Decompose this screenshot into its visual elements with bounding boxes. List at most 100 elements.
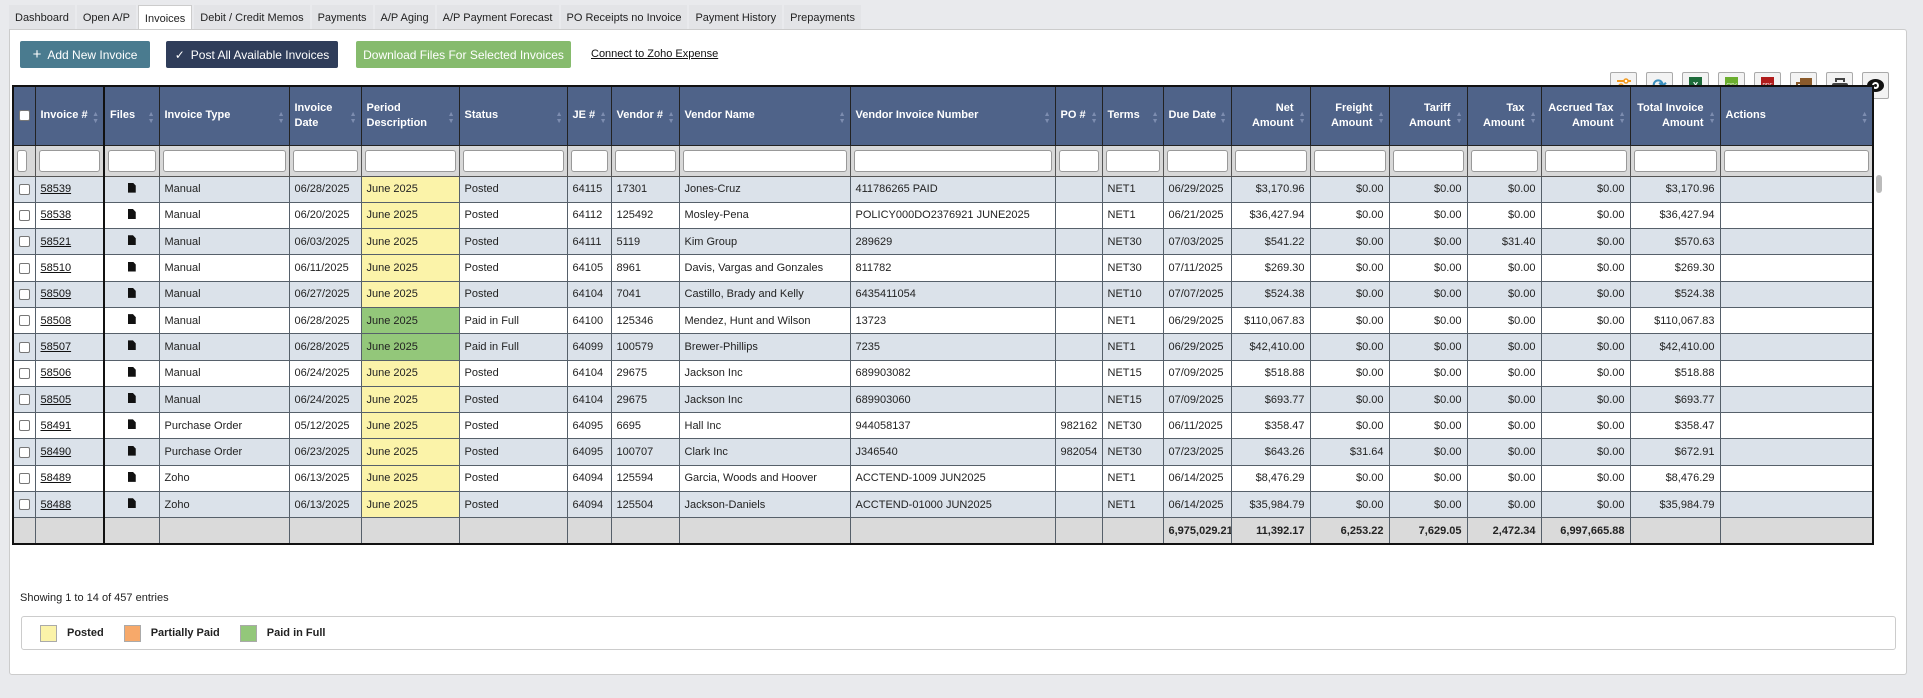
filter-input[interactable] (1166, 149, 1228, 172)
sort-icon[interactable]: ▲ ▼ (1861, 111, 1868, 125)
tab-dashboard[interactable]: Dashboard (9, 5, 75, 29)
row-checkbox[interactable] (19, 262, 30, 274)
row-checkbox[interactable] (19, 288, 30, 300)
sort-icon[interactable]: ▲ ▼ (1043, 111, 1051, 125)
invoice-link[interactable]: 58510 (40, 262, 72, 275)
sort-icon[interactable]: ▲ ▼ (1090, 111, 1098, 125)
invoice-link[interactable]: 58509 (40, 288, 72, 301)
filter-input[interactable] (1723, 149, 1869, 172)
filter-input[interactable] (364, 149, 456, 172)
column-header-tariff-amount[interactable]: Tariff Amount ▲ ▼ (1388, 85, 1468, 146)
invoice-link[interactable]: 58521 (40, 235, 72, 248)
invoice-link[interactable]: 58538 (40, 209, 72, 222)
column-header-vendor-[interactable]: Vendor # ▲ ▼ (610, 85, 680, 146)
file-icon[interactable] (127, 393, 136, 404)
invoice-link[interactable]: 58505 (40, 393, 72, 406)
post-all-invoices-button[interactable]: ✓ Post All Available Invoices (166, 41, 338, 68)
file-icon[interactable] (127, 471, 136, 482)
column-header-vendor-name[interactable]: Vendor Name ▲ ▼ (678, 85, 851, 146)
actions-cell[interactable] (1719, 333, 1874, 361)
column-header-invoice-[interactable]: Invoice # ▲ ▼ (34, 85, 105, 146)
file-icon[interactable] (127, 366, 136, 377)
column-header-accrued-tax-amount[interactable]: Accrued Tax Amount ▲ ▼ (1540, 85, 1631, 146)
filter-input[interactable] (1058, 149, 1099, 172)
filter-input[interactable] (1234, 149, 1307, 172)
sort-icon[interactable]: ▲ ▼ (1529, 111, 1537, 125)
column-header-net-amount[interactable]: Net Amount ▲ ▼ (1230, 85, 1311, 146)
sort-icon[interactable]: ▲ ▼ (667, 111, 675, 125)
filter-input[interactable] (1392, 149, 1464, 172)
file-icon[interactable] (127, 182, 136, 193)
table-row[interactable]: 58488 Zoho 06/13/2025 June 2025 Posted 64094 1… (12, 491, 1874, 519)
actions-cell[interactable] (1719, 464, 1874, 493)
actions-cell[interactable] (1719, 254, 1874, 282)
filter-input[interactable] (38, 149, 100, 172)
row-checkbox[interactable] (19, 367, 30, 379)
file-icon[interactable] (127, 261, 136, 272)
vertical-scrollbar[interactable] (1876, 175, 1882, 193)
actions-cell[interactable] (1719, 228, 1874, 256)
invoice-link[interactable]: 58508 (40, 314, 72, 327)
invoice-link[interactable]: 58490 (40, 446, 72, 459)
column-header-status[interactable]: Status ▲ ▼ (458, 85, 568, 146)
sort-icon[interactable]: ▲ ▼ (555, 111, 563, 125)
filter-input[interactable] (1470, 149, 1538, 172)
file-icon[interactable] (127, 445, 136, 456)
actions-cell[interactable] (1719, 306, 1874, 335)
table-row[interactable]: 58521 Manual 06/03/2025 June 2025 Posted 6411… (12, 228, 1874, 256)
tab-a-p-aging[interactable]: A/P Aging (374, 5, 435, 29)
sort-icon[interactable]: ▲ ▼ (1708, 111, 1716, 125)
table-row[interactable]: 58508 Manual 06/28/2025 June 2025 Paid in Fu… (12, 306, 1874, 335)
file-icon[interactable] (127, 287, 136, 298)
table-row[interactable]: 58491 Purchase Order 05/12/2025 June 2025 Po… (12, 412, 1874, 440)
download-files-button[interactable]: Download Files For Selected Invoices (356, 41, 571, 68)
filter-input[interactable] (1633, 149, 1717, 172)
actions-cell[interactable] (1719, 201, 1874, 230)
table-row[interactable]: 58509 Manual 06/27/2025 June 2025 Posted 6410… (12, 280, 1874, 308)
tab-payment-history[interactable]: Payment History (689, 5, 783, 29)
table-row[interactable]: 58507 Manual 06/28/2025 June 2025 Paid in Fu… (12, 333, 1874, 361)
table-row[interactable]: 58490 Purchase Order 06/23/2025 June 2025 Po… (12, 438, 1874, 466)
column-header-tax-amount[interactable]: Tax Amount ▲ ▼ (1466, 85, 1542, 146)
actions-cell[interactable] (1719, 438, 1874, 466)
tab-a-p-payment-forecast[interactable]: A/P Payment Forecast (436, 5, 559, 29)
invoice-link[interactable]: 58507 (40, 340, 72, 353)
tab-debit-credit-memos[interactable]: Debit / Credit Memos (194, 5, 310, 29)
sort-icon[interactable]: ▲ ▼ (1455, 111, 1463, 125)
sort-icon[interactable]: ▲ ▼ (838, 111, 846, 125)
table-row[interactable]: 58506 Manual 06/24/2025 June 2025 Posted 6410… (12, 359, 1874, 387)
filter-input[interactable] (614, 149, 676, 172)
tab-invoices[interactable]: Invoices (137, 5, 193, 30)
row-checkbox[interactable] (19, 315, 30, 327)
column-header-je-[interactable]: JE # ▲ ▼ (566, 85, 612, 146)
column-header-due-date[interactable]: Due Date ▲ ▼ (1162, 85, 1232, 146)
table-row[interactable]: 58538 Manual 06/20/2025 June 2025 Posted 6411… (12, 201, 1874, 230)
tab-po-receipts-no-invoice[interactable]: PO Receipts no Invoice (560, 5, 688, 29)
invoice-link[interactable]: 58539 (40, 183, 72, 196)
sort-icon[interactable]: ▲ ▼ (1219, 111, 1227, 125)
table-row[interactable]: 58539 Manual 06/28/2025 June 2025 Posted 6411… (12, 175, 1874, 203)
filter-input[interactable] (108, 149, 156, 172)
actions-cell[interactable] (1719, 175, 1874, 203)
actions-cell[interactable] (1719, 359, 1874, 387)
sort-icon[interactable]: ▲ ▼ (349, 111, 357, 125)
row-checkbox[interactable] (19, 499, 30, 511)
actions-cell[interactable] (1719, 412, 1874, 440)
filter-input[interactable] (462, 149, 564, 172)
column-header-actions[interactable]: Actions ▲ ▼ (1719, 85, 1874, 146)
sort-icon[interactable]: ▲ ▼ (1618, 111, 1626, 125)
actions-cell[interactable] (1719, 385, 1874, 414)
file-icon[interactable] (127, 235, 136, 246)
sort-icon[interactable]: ▲ ▼ (1298, 111, 1306, 125)
sort-icon[interactable]: ▲ ▼ (1377, 111, 1385, 125)
file-icon[interactable] (127, 208, 136, 219)
filter-input[interactable] (1313, 149, 1386, 172)
column-header-invoice-date[interactable]: Invoice Date ▲ ▼ (288, 85, 362, 146)
row-checkbox[interactable] (19, 341, 30, 353)
add-new-invoice-button[interactable]: + Add New Invoice (20, 41, 150, 68)
sort-icon[interactable]: ▲ ▼ (92, 111, 99, 125)
filter-input[interactable] (1544, 149, 1627, 172)
filter-input[interactable] (162, 149, 286, 172)
connect-zoho-link[interactable]: Connect to Zoho Expense (591, 48, 719, 60)
file-icon[interactable] (127, 419, 136, 430)
